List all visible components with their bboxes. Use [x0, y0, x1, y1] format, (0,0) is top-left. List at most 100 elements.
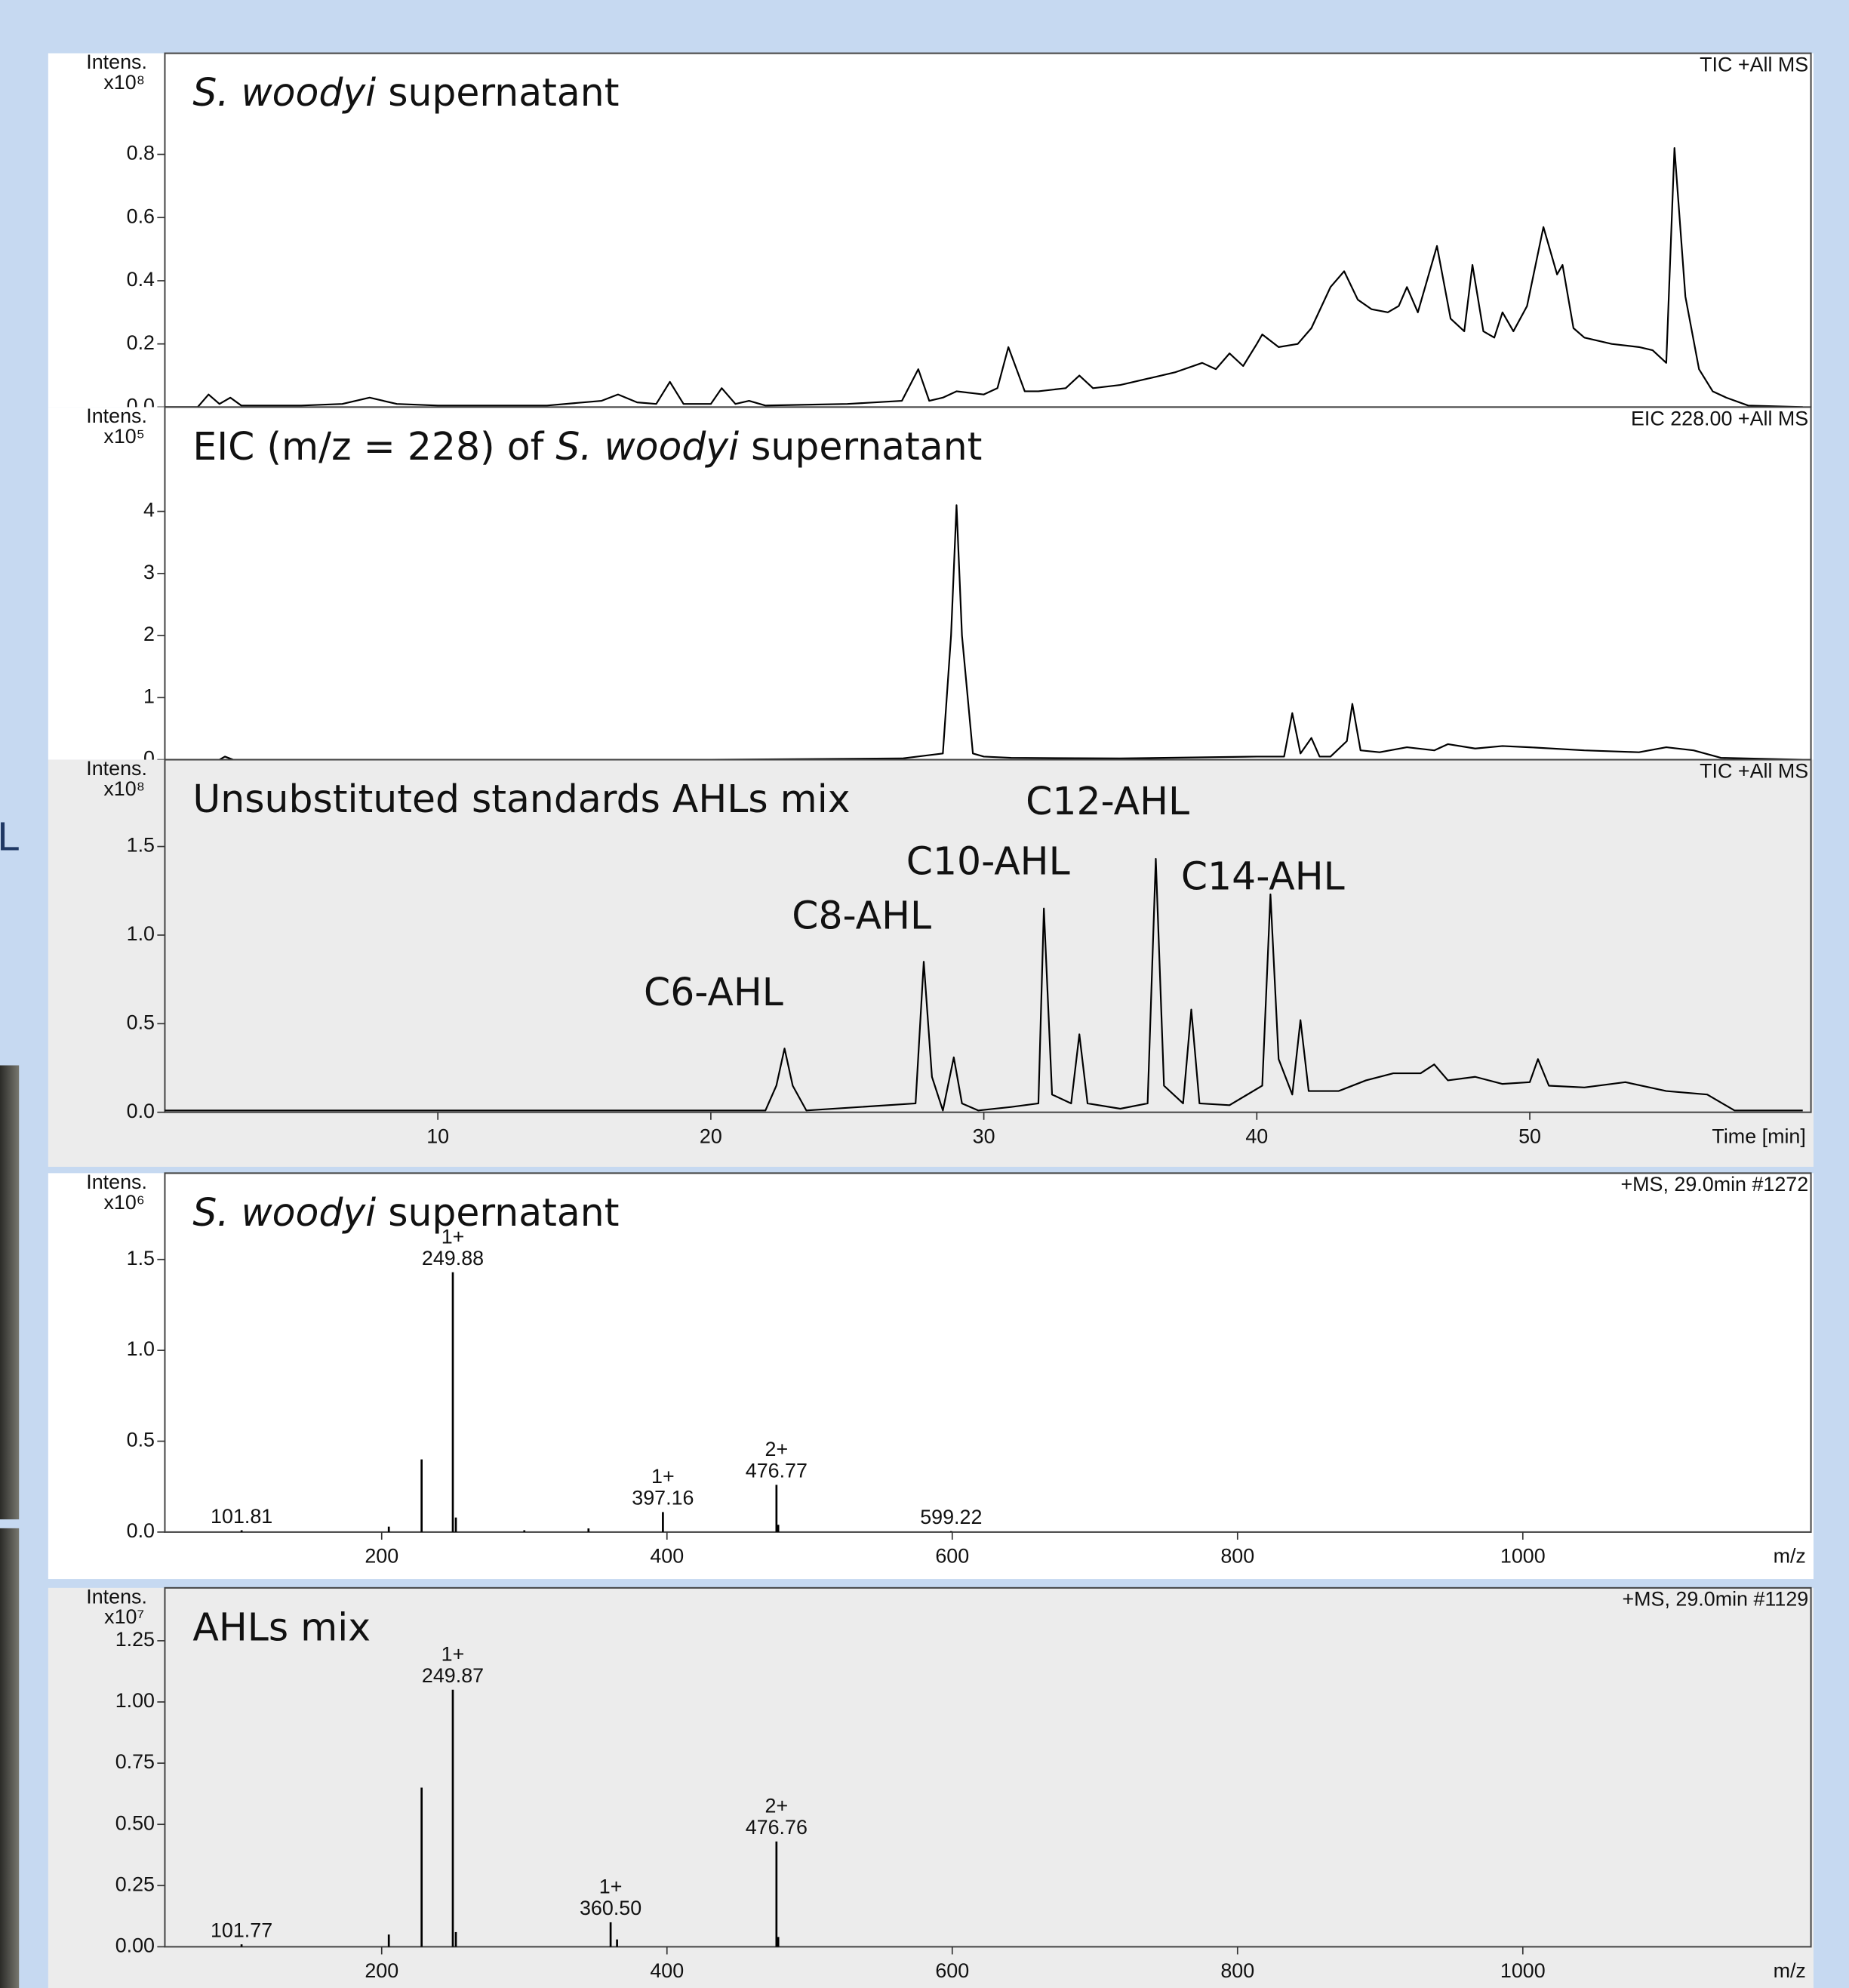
y-tick-label: 0.5 — [127, 1429, 155, 1451]
x-tick-label: 50 — [1518, 1125, 1541, 1147]
x-axis-label: m/z — [1774, 1545, 1806, 1568]
x-tick-label: 1000 — [1500, 1959, 1546, 1982]
corner-label: +MS, 29.0min #1272 — [1620, 1173, 1808, 1196]
title-segment: S. woodyi — [192, 1189, 376, 1234]
x-tick-label: 10 — [426, 1125, 449, 1147]
x-tick-label: 40 — [1245, 1125, 1268, 1147]
title-segment: S. woodyi — [192, 70, 376, 115]
y-axis-label: Intens. — [86, 1171, 147, 1193]
peak-charge-label: 1+ — [599, 1876, 623, 1898]
y-tick-label: 0.5 — [127, 1011, 155, 1033]
peak-charge-label: 1+ — [441, 1643, 465, 1666]
y-axis-unit: x10⁶ — [103, 1191, 144, 1214]
x-tick-label: 1000 — [1500, 1545, 1546, 1568]
peak-charge-label: 2+ — [765, 1795, 789, 1817]
y-tick-label: 1 — [143, 685, 155, 707]
x-tick-label: 600 — [935, 1545, 969, 1568]
y-tick-label: 0.6 — [127, 205, 155, 227]
plot-frame — [164, 759, 1812, 1113]
y-axis-unit: x10⁷ — [104, 1605, 144, 1628]
trace — [165, 147, 1803, 408]
panel-title: S. woodyi supernatant — [192, 1189, 619, 1234]
title-segment: supernatant — [739, 423, 982, 468]
x-axis-label: Time [min] — [1712, 1125, 1805, 1147]
panel-background — [48, 759, 1814, 1167]
x-tick-label: 400 — [650, 1959, 684, 1982]
y-axis-label: Intens. — [86, 757, 147, 780]
title-segment: Unsubstituted standards AHLs mix — [192, 777, 850, 821]
y-tick-label: 0.0 — [127, 1100, 155, 1122]
x-axis-label: m/z — [1774, 1959, 1806, 1982]
panel-title: Unsubstituted standards AHLs mix — [192, 777, 850, 821]
y-tick-label: 1.0 — [127, 1337, 155, 1360]
y-tick-label: 0.75 — [115, 1750, 155, 1773]
title-segment: supernatant — [376, 1189, 619, 1234]
y-axis-unit: x10⁸ — [103, 777, 145, 800]
y-tick-label: 0.4 — [127, 268, 155, 291]
x-tick-label: 20 — [700, 1125, 722, 1147]
y-tick-label: 0.2 — [127, 331, 155, 354]
peak-mz-label: 101.77 — [211, 1919, 272, 1941]
peak-label: C10-AHL — [906, 839, 1070, 883]
peak-mz-label: 476.77 — [746, 1460, 808, 1482]
y-tick-label: 0.25 — [115, 1873, 155, 1895]
y-tick-label: 1.0 — [127, 922, 155, 945]
photo-fragment — [0, 1065, 20, 1520]
title-segment: AHLs mix — [192, 1605, 371, 1649]
peak-mz-label: 249.88 — [422, 1247, 484, 1269]
title-segment: supernatant — [376, 70, 619, 115]
panel-background — [48, 53, 1814, 408]
panel-background — [48, 407, 1814, 760]
peak-label: C6-AHL — [644, 970, 783, 1014]
y-tick-label: 3 — [143, 561, 155, 583]
side-text: L — [0, 814, 20, 860]
title-segment: EIC (m/z = 228) of — [192, 423, 555, 468]
y-axis-label: Intens. — [86, 51, 147, 73]
trace — [165, 504, 1803, 761]
peak-label: C12-AHL — [1026, 779, 1189, 823]
y-tick-label: 4 — [143, 499, 155, 522]
panel-title: S. woodyi supernatant — [192, 70, 619, 115]
x-tick-label: 600 — [935, 1959, 969, 1982]
y-tick-label: 1.00 — [115, 1689, 155, 1712]
peak-mz-label: 397.16 — [632, 1487, 694, 1509]
peak-charge-label: 2+ — [765, 1438, 789, 1460]
panel-background — [48, 1587, 1814, 1988]
x-tick-label: 200 — [365, 1959, 398, 1982]
panel-background — [48, 1173, 1814, 1580]
y-axis-label: Intens. — [86, 1585, 147, 1608]
peak-label: C14-AHL — [1181, 854, 1345, 898]
panel-title: AHLs mix — [192, 1605, 371, 1649]
peak-label: C8-AHL — [792, 894, 931, 938]
corner-label: EIC 228.00 +All MS — [1631, 407, 1808, 429]
x-tick-label: 800 — [1220, 1545, 1254, 1568]
y-tick-label: 0.50 — [115, 1811, 155, 1834]
peak-mz-label: 360.50 — [580, 1897, 641, 1919]
y-tick-label: 1.5 — [127, 834, 155, 857]
peak-charge-label: 1+ — [441, 1225, 465, 1248]
y-tick-label: 1.25 — [115, 1628, 155, 1651]
peak-mz-label: 101.81 — [211, 1505, 272, 1528]
x-tick-label: 200 — [365, 1545, 398, 1568]
y-axis-unit: x10⁸ — [103, 71, 145, 94]
y-tick-label: 2 — [143, 623, 155, 645]
x-tick-label: 400 — [650, 1545, 684, 1568]
photo-fragment — [0, 1528, 20, 1988]
corner-label: +MS, 29.0min #1129 — [1622, 1588, 1808, 1611]
y-tick-label: 0.8 — [127, 142, 155, 165]
peak-mz-label: 476.76 — [746, 1816, 808, 1839]
x-tick-label: 800 — [1220, 1959, 1254, 1982]
peak-mz-label: 599.22 — [920, 1506, 982, 1528]
y-tick-label: 0.00 — [115, 1934, 155, 1956]
y-tick-label: 1.5 — [127, 1247, 155, 1269]
peak-mz-label: 249.87 — [422, 1664, 484, 1687]
corner-label: TIC +All MS — [1700, 53, 1808, 75]
y-tick-label: 0.0 — [127, 1519, 155, 1542]
plot-frame — [164, 1172, 1812, 1533]
x-tick-label: 30 — [973, 1125, 995, 1147]
y-axis-label: Intens. — [86, 405, 147, 427]
peak-charge-label: 1+ — [651, 1465, 675, 1488]
trace — [165, 857, 1803, 1112]
panel-title: EIC (m/z = 228) of S. woodyi supernatant — [192, 423, 982, 468]
